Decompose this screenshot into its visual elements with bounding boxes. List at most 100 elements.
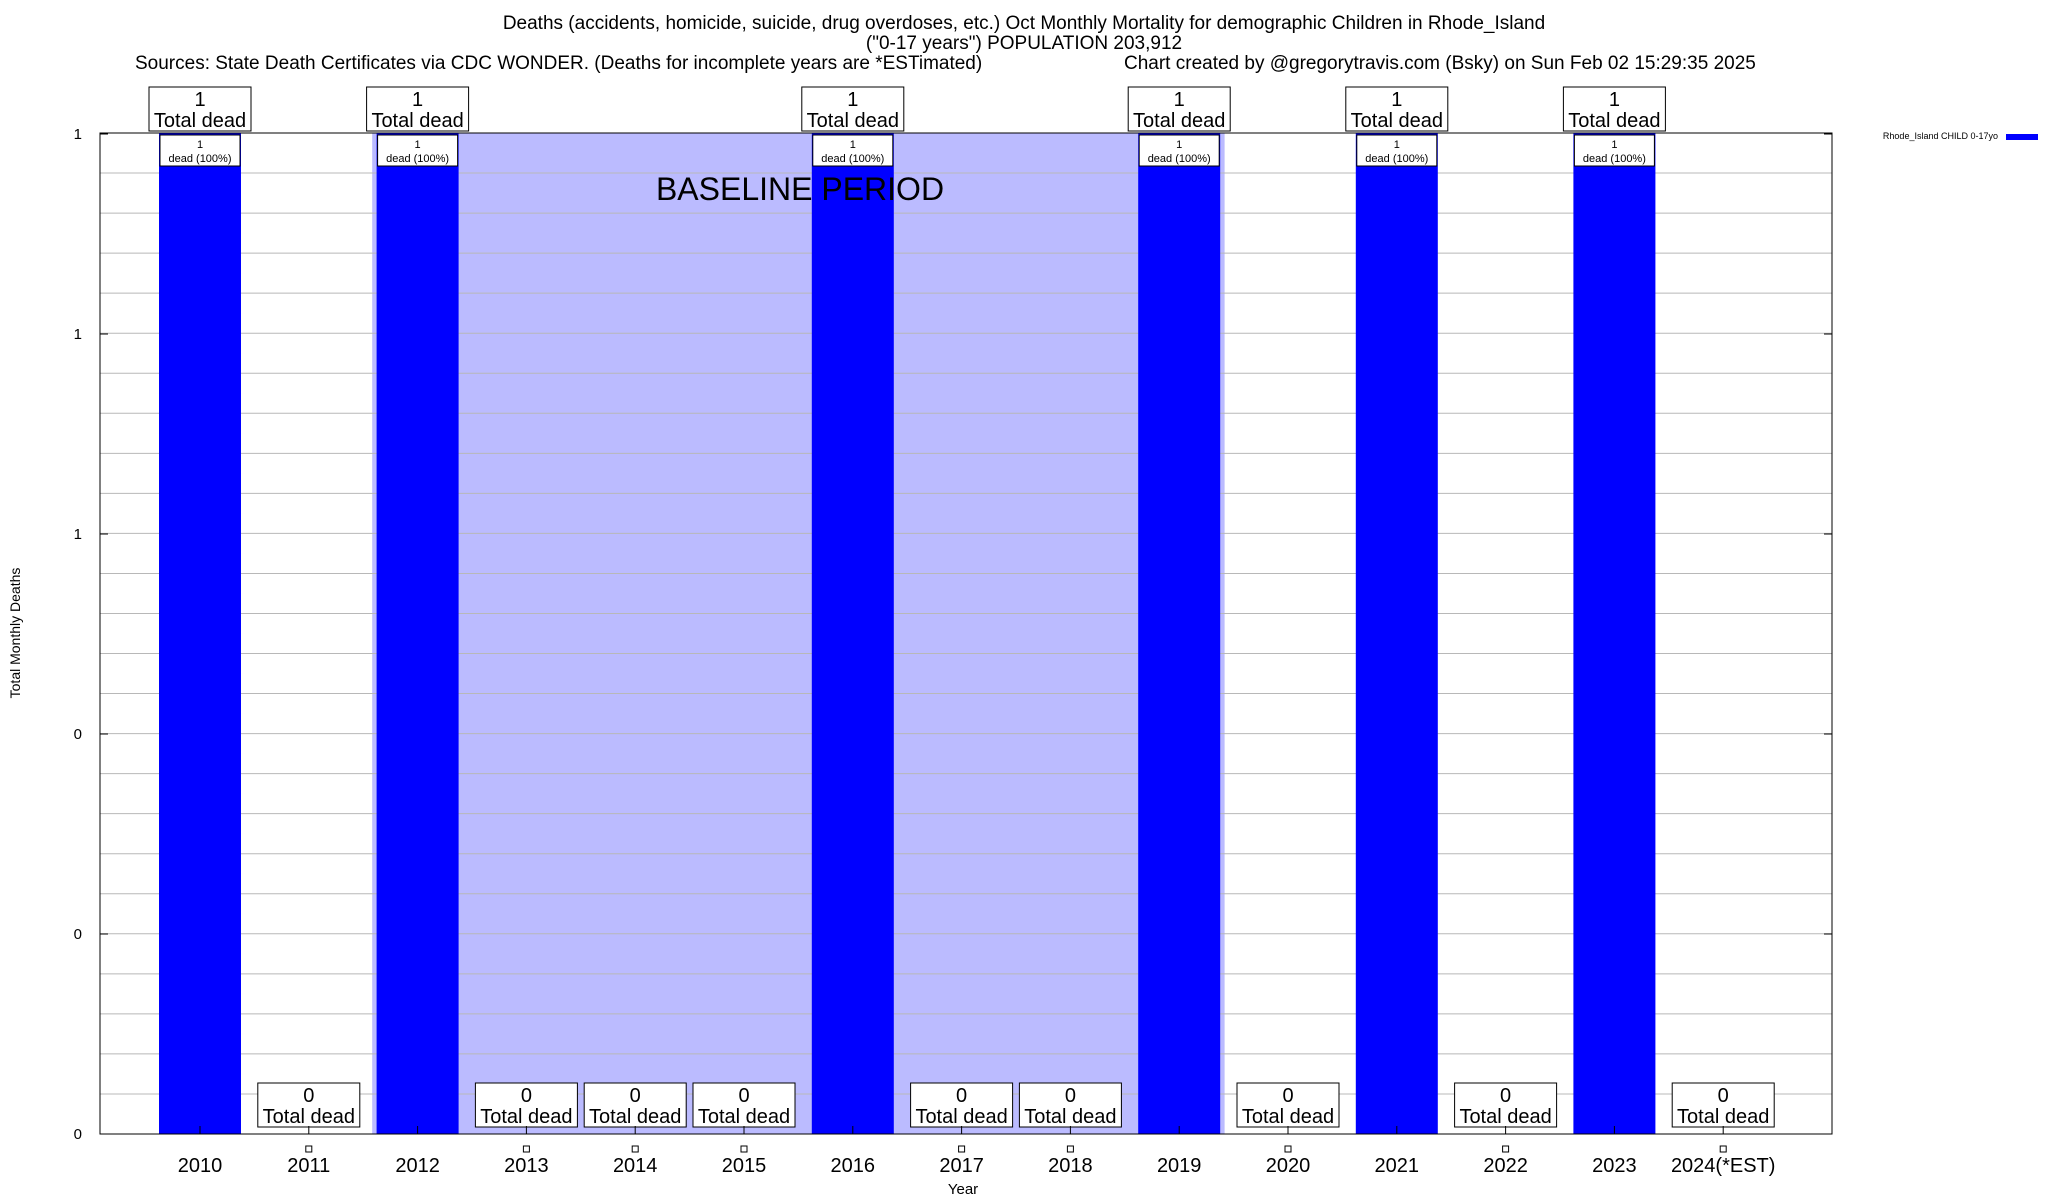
total-text: Total dead xyxy=(1677,1106,1769,1128)
total-text: Total dead xyxy=(915,1106,1007,1128)
total-value: 0 xyxy=(956,1085,967,1107)
bar-inner-label: 1 dead (100%) xyxy=(377,134,459,167)
total-value: 1 xyxy=(1609,89,1620,111)
bar-inner-label: 1 dead (100%) xyxy=(1356,134,1438,167)
bar-inner-value: 1 xyxy=(1176,139,1182,151)
y-tick-label: 1 xyxy=(74,526,82,543)
x-tick-label: 2015 xyxy=(722,1155,767,1177)
total-value: 1 xyxy=(412,89,423,111)
legend: Rhode_Island CHILD 0-17yo xyxy=(1883,131,2038,141)
legend-label: Rhode_Island CHILD 0-17yo xyxy=(1883,131,1998,141)
bar xyxy=(1355,133,1438,1134)
total-text: Total dead xyxy=(1133,110,1225,132)
axes: 0 0 0 1 1 1 2010 2011 2012 2013 2014 2015 2016 2017 20… xyxy=(74,126,1833,1177)
bar-inner-value: 1 xyxy=(1611,139,1617,151)
total-text: Total dead xyxy=(480,1106,572,1128)
total-text: Total dead xyxy=(263,1106,355,1128)
total-text: Total dead xyxy=(154,110,246,132)
bar-inner-text: dead (100%) xyxy=(169,153,232,165)
total-value: 0 xyxy=(1282,1085,1293,1107)
total-value: 1 xyxy=(194,89,205,111)
total-value: 0 xyxy=(1718,1085,1729,1107)
x-tick-label: 2021 xyxy=(1375,1155,1420,1177)
bar xyxy=(159,133,241,1134)
y-tick-label: 1 xyxy=(74,126,82,143)
total-label-box xyxy=(910,1082,1014,1128)
total-value: 1 xyxy=(847,89,858,111)
y-tick-label: 0 xyxy=(74,926,82,943)
total-label-box xyxy=(366,86,470,132)
total-label-box xyxy=(1127,86,1231,132)
chart-subtitle: ("0-17 years") POPULATION 203,912 xyxy=(865,33,1183,54)
x-tick-label: 2022 xyxy=(1483,1155,1528,1177)
bar xyxy=(1573,133,1656,1134)
bar-inner-text: dead (100%) xyxy=(821,153,884,165)
bar-inner-label-box xyxy=(377,134,459,167)
total-label-box xyxy=(1018,1082,1122,1128)
x-tick-label: 2018 xyxy=(1048,1155,1093,1177)
bar xyxy=(1138,133,1221,1134)
chart-sources: Sources: State Death Certificates via CD… xyxy=(135,53,983,74)
total-text: Total dead xyxy=(1568,110,1660,132)
plot-border xyxy=(99,132,1833,1135)
bar-inner-label: 1 dead (100%) xyxy=(1573,134,1655,167)
total-value: 0 xyxy=(521,1085,532,1107)
zero-point-marker xyxy=(305,1145,313,1153)
x-tick-label: 2019 xyxy=(1157,1155,1202,1177)
bar-inner-text: dead (100%) xyxy=(1365,153,1428,165)
bar-inner-label-box xyxy=(1138,134,1220,167)
total-label-box xyxy=(257,1082,361,1128)
total-label-box xyxy=(1562,86,1666,132)
x-tick-label: 2011 xyxy=(287,1155,330,1177)
bar-inner-value: 1 xyxy=(850,139,856,151)
total-text: Total dead xyxy=(1024,1106,1116,1128)
x-tick-label: 2014 xyxy=(613,1155,658,1177)
y-axis-label: Total Monthly Deaths xyxy=(7,568,23,699)
bar-inner-value: 1 xyxy=(1394,139,1400,151)
total-label-box xyxy=(148,86,252,132)
bar-inner-text: dead (100%) xyxy=(1148,153,1211,165)
bar-inner-label: 1 dead (100%) xyxy=(1138,134,1220,167)
bar xyxy=(376,133,459,1134)
bar-inner-label-box xyxy=(812,134,894,167)
zero-point-marker xyxy=(1066,1145,1074,1153)
zero-point-marker xyxy=(631,1145,639,1153)
bar-inner-text: dead (100%) xyxy=(386,153,449,165)
bar-inner-label: 1 dead (100%) xyxy=(812,134,894,167)
total-value: 1 xyxy=(1174,89,1185,111)
zero-point-marker xyxy=(1284,1145,1292,1153)
bar-inner-label-box xyxy=(159,134,241,167)
bar-inner-label-box xyxy=(1573,134,1655,167)
y-tick-label: 0 xyxy=(74,726,82,743)
total-value: 1 xyxy=(1391,89,1402,111)
total-label-box xyxy=(801,86,905,132)
total-label-box xyxy=(583,1082,687,1128)
baseline-period-band xyxy=(372,133,1225,1134)
bars xyxy=(159,133,1656,1134)
total-text: Total dead xyxy=(698,1106,790,1128)
bar-inner-text: dead (100%) xyxy=(1583,153,1646,165)
x-tick-label: 2017 xyxy=(939,1155,984,1177)
total-text: Total dead xyxy=(1351,110,1443,132)
bar-inner-label-box xyxy=(1356,134,1438,167)
zero-point-marker xyxy=(522,1145,530,1153)
chart-title: Deaths (accidents, homicide, suicide, dr… xyxy=(502,13,1546,34)
total-value: 0 xyxy=(303,1085,314,1107)
x-tick-label: 2012 xyxy=(395,1155,440,1177)
zero-point-marker xyxy=(740,1145,748,1153)
total-value: 0 xyxy=(738,1085,749,1107)
